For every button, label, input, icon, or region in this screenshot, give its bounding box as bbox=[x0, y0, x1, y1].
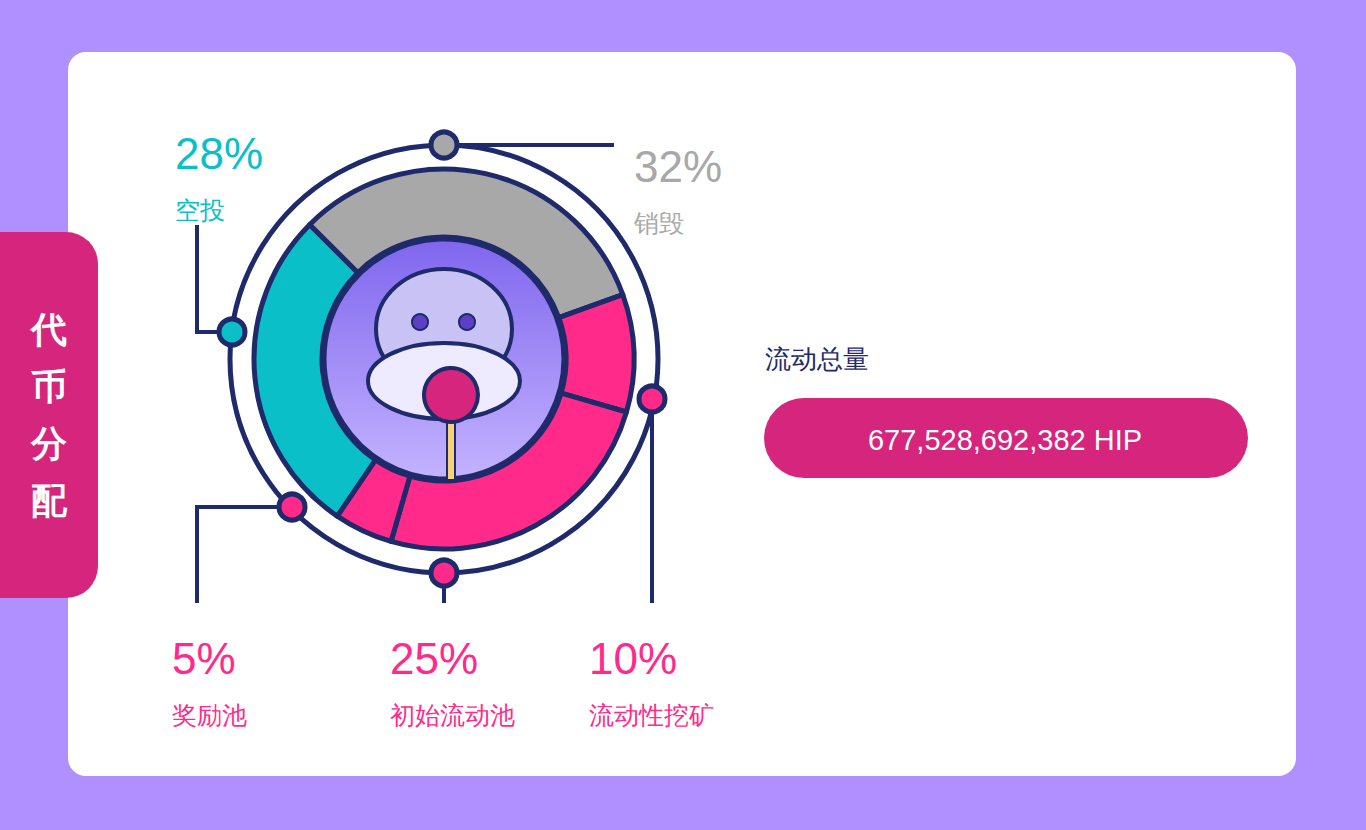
svg-text:分: 分 bbox=[30, 423, 67, 464]
svg-text:5%: 5% bbox=[172, 634, 236, 683]
svg-text:销毁: 销毁 bbox=[633, 209, 684, 237]
svg-text:10%: 10% bbox=[589, 634, 677, 683]
svg-text:奖励池: 奖励池 bbox=[172, 701, 247, 729]
svg-text:代: 代 bbox=[29, 309, 67, 350]
svg-text:677,528,692,382 HIP: 677,528,692,382 HIP bbox=[868, 424, 1142, 456]
svg-text:初始流动池: 初始流动池 bbox=[390, 701, 515, 729]
svg-text:配: 配 bbox=[31, 480, 68, 521]
svg-text:28%: 28% bbox=[175, 129, 263, 178]
svg-text:流动总量: 流动总量 bbox=[765, 344, 869, 374]
svg-text:流动性挖矿: 流动性挖矿 bbox=[589, 701, 714, 729]
svg-text:25%: 25% bbox=[390, 634, 478, 683]
svg-text:32%: 32% bbox=[634, 142, 722, 191]
svg-text:币: 币 bbox=[31, 366, 67, 407]
svg-text:空投: 空投 bbox=[175, 196, 225, 224]
